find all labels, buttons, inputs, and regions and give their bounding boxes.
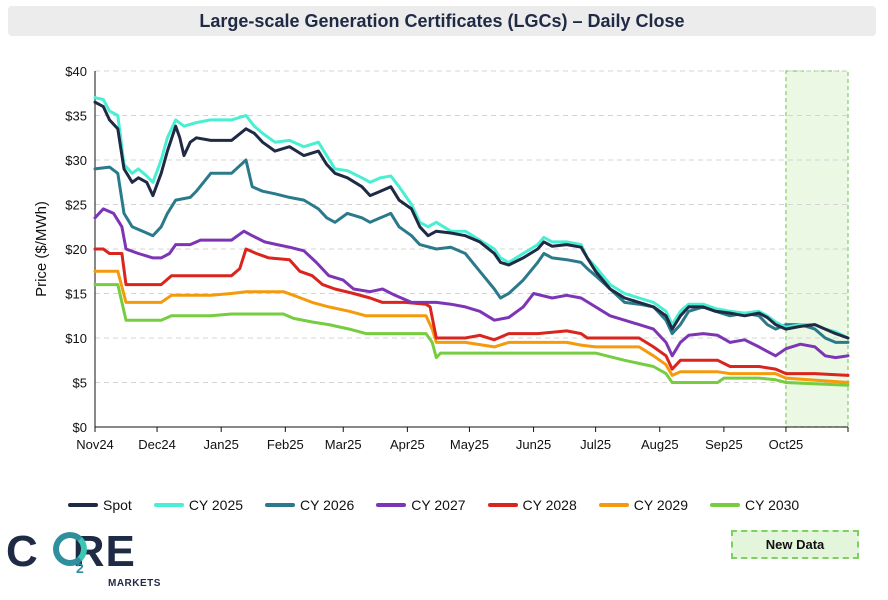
y-tick-label: $5 (73, 376, 87, 391)
legend-label: CY 2025 (188, 497, 244, 513)
new-data-legend-box: New Data (731, 530, 859, 559)
legend-item-cy-2027: CY 2027 (376, 497, 466, 513)
legend-swatch (598, 503, 629, 507)
x-tick-label: Sep25 (705, 437, 743, 452)
legend-item-cy-2029: CY 2029 (598, 497, 688, 513)
series-line-cy-2025 (93, 96, 850, 340)
y-tick-label: $25 (65, 198, 87, 213)
line-chart: $0 $5 $10 $15 $20 $25 $30 $35 $40 Nov24 Dec24 Jan25… (33, 64, 850, 452)
series-line-spot (93, 100, 850, 340)
y-tick-label: $10 (65, 331, 87, 346)
chart-title: Large-scale Generation Certificates (LGC… (8, 6, 876, 36)
legend-label: CY 2027 (411, 497, 466, 513)
x-tick-label: Aug25 (641, 437, 679, 452)
legend-label: CY 2028 (522, 497, 577, 513)
logo-subscript: 2 (76, 560, 84, 576)
x-tick-label: Oct25 (769, 437, 804, 452)
x-tick-label: Mar25 (325, 437, 362, 452)
legend-label: CY 2029 (633, 497, 688, 513)
x-tick-label: Jun25 (516, 437, 551, 452)
legend-swatch (68, 503, 98, 507)
y-tick-label: $35 (65, 109, 87, 124)
x-tick-label: Feb25 (267, 437, 304, 452)
x-tick-label: Apr25 (390, 437, 425, 452)
y-axis-label: Price ($/MWh) (33, 201, 50, 297)
legend-item-cy-2028: CY 2028 (487, 497, 577, 513)
x-tick-label: Jan25 (203, 437, 238, 452)
series-line-cy-2028 (93, 247, 850, 377)
series-line-cy-2027 (93, 207, 850, 360)
y-tick-label: $0 (73, 420, 87, 435)
logo-o-ring-icon (53, 532, 87, 566)
y-tick-label: $15 (65, 287, 87, 302)
legend-swatch (709, 503, 740, 507)
legend-item-cy-2026: CY 2026 (265, 497, 354, 513)
x-tick-label: Jul25 (580, 437, 611, 452)
legend-swatch (487, 503, 518, 507)
y-tick-label: $30 (65, 153, 87, 168)
logo-markets: MARKETS (108, 578, 161, 589)
x-tick-label: May25 (450, 437, 489, 452)
y-tick-label: $40 (65, 64, 87, 79)
series-line-cy-2030 (93, 283, 850, 387)
legend-label: CY 2030 (744, 497, 800, 513)
series-line-cy-2029 (93, 269, 850, 384)
legend-item-spot: Spot (68, 497, 132, 513)
x-tick-label: Dec24 (138, 437, 176, 452)
legend-label: CY 2026 (300, 497, 355, 513)
legend-swatch (153, 503, 184, 507)
legend-swatch (265, 503, 296, 507)
core-markets-logo: C RE 2 MARKETS (4, 528, 164, 596)
legend-label: Spot (103, 497, 132, 513)
legend-swatch (376, 503, 407, 507)
legend-item-cy-2025: CY 2025 (153, 497, 244, 513)
x-tick-label: Nov24 (76, 437, 114, 452)
chart-legend: Spot CY 2025 CY 2026 CY 2027 CY 2028 CY 2029 C… (68, 497, 821, 513)
legend-item-cy-2030: CY 2030 (709, 497, 800, 513)
y-tick-label: $20 (65, 242, 87, 257)
